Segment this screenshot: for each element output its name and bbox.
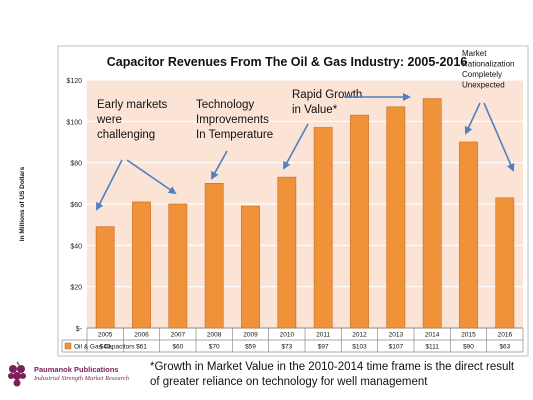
annotation-3: Rapid Growth in Value*: [292, 89, 362, 116]
x-tick-label: 2007: [171, 332, 186, 339]
annotation-line: Completely: [462, 70, 502, 79]
data-label: $63: [499, 344, 510, 351]
data-label: $107: [389, 344, 404, 351]
data-table: 2005 $49 2006 $61 2007 $60 2008 $70 2009 $59 2010 $…: [61, 328, 524, 353]
y-tick-label: $100: [66, 119, 82, 126]
x-tick-label: 2011: [316, 332, 330, 339]
data-label: $61: [136, 344, 147, 351]
legend-swatch: [64, 342, 72, 350]
x-tick-label: 2006: [134, 332, 149, 339]
bar-2016: [495, 197, 515, 329]
logo: Paumanok Publications Industrial Strengt…: [6, 360, 141, 394]
bar-2012: [350, 114, 369, 329]
data-label: $59: [245, 344, 256, 351]
annotation-arrow: [96, 159, 123, 211]
y-axis-label: In Millions of US Dollars: [19, 166, 26, 241]
chart: $-$20$40$60$80$100$120 2005$492006$61200…: [19, 45, 529, 357]
annotation-line: Technology: [196, 99, 254, 111]
chart-title: Capacitor Revenues From The Oil & Gas In…: [107, 55, 468, 69]
bars: [95, 98, 515, 329]
data-label: $97: [318, 344, 329, 351]
annotation-1: Early markets were challenging: [96, 99, 168, 141]
annotation-arrow: [211, 150, 228, 180]
y-tick-label: $-: [76, 326, 83, 333]
annotation-arrow: [283, 123, 309, 170]
annotation-arrow: [126, 159, 177, 195]
legend-label: Oil & Gas Capacitors: [74, 344, 135, 351]
annotation-line: in Value*: [292, 104, 338, 116]
data-label: $103: [352, 344, 367, 351]
data-label: $49: [100, 344, 111, 351]
y-tick-label: $40: [70, 243, 82, 250]
x-tick-label: 2009: [243, 332, 258, 339]
x-tick-label: 2005: [98, 332, 113, 339]
x-tick-label: 2008: [207, 332, 222, 339]
logo-tagline: Industrial Strength Market Research: [34, 375, 130, 382]
annotation-line: Early markets: [97, 99, 168, 111]
bar-2013: [386, 106, 406, 329]
data-label: $70: [209, 344, 220, 351]
bar-2015: [459, 141, 478, 329]
annotation-line: Market: [462, 49, 487, 58]
x-tick-label: 2010: [280, 332, 295, 339]
annotation-line: were: [96, 114, 122, 126]
annotation-line: Unexpected: [462, 81, 505, 90]
y-tick-label: $20: [70, 285, 82, 292]
annotation-line: challenging: [97, 129, 155, 141]
annotation-line: In Temperature: [196, 129, 273, 141]
bar-2014: [422, 98, 442, 329]
data-label: $90: [463, 344, 474, 351]
bar-2008: [204, 183, 224, 329]
footnote: *Growth in Market Value in the 2010-2014…: [150, 361, 515, 388]
bar-2010: [277, 176, 297, 329]
annotation-line: Rapid Growth: [292, 89, 362, 101]
data-label: $73: [281, 344, 292, 351]
bar-2009: [241, 205, 260, 329]
bar-2007: [168, 203, 188, 329]
annotation-2: Technology Improvements In Temperature: [196, 99, 273, 141]
x-tick-label: 2014: [425, 332, 440, 339]
x-tick-label: 2016: [498, 332, 513, 339]
annotation-4: Market Rationalization Completely Unexpecte…: [462, 49, 514, 90]
annotation-arrow: [483, 102, 515, 172]
y-tick-label: $120: [66, 78, 82, 85]
annotation-arrow: [464, 102, 481, 135]
annotation-line: Rationalization: [462, 60, 514, 69]
data-label: $111: [425, 344, 439, 351]
logo-name: Paumanok Publications: [34, 365, 119, 374]
annotations: Early markets were challenging Technology Im…: [96, 49, 514, 141]
bar-2011: [313, 127, 333, 329]
data-label: $60: [172, 344, 183, 351]
bar-2005: [95, 226, 115, 329]
grape-cluster-icon: [8, 361, 26, 387]
y-tick-label: $80: [70, 161, 82, 168]
y-tick-label: $60: [70, 202, 82, 209]
x-tick-label: 2015: [461, 332, 476, 339]
x-tick-label: 2013: [389, 332, 404, 339]
annotation-line: Improvements: [196, 114, 269, 126]
bar-2006: [132, 201, 151, 329]
annotation-arrows: [96, 93, 515, 211]
y-axis-ticks: $- $20 $40 $60 $80 $100 $120: [66, 78, 82, 333]
x-tick-label: 2012: [352, 332, 367, 339]
